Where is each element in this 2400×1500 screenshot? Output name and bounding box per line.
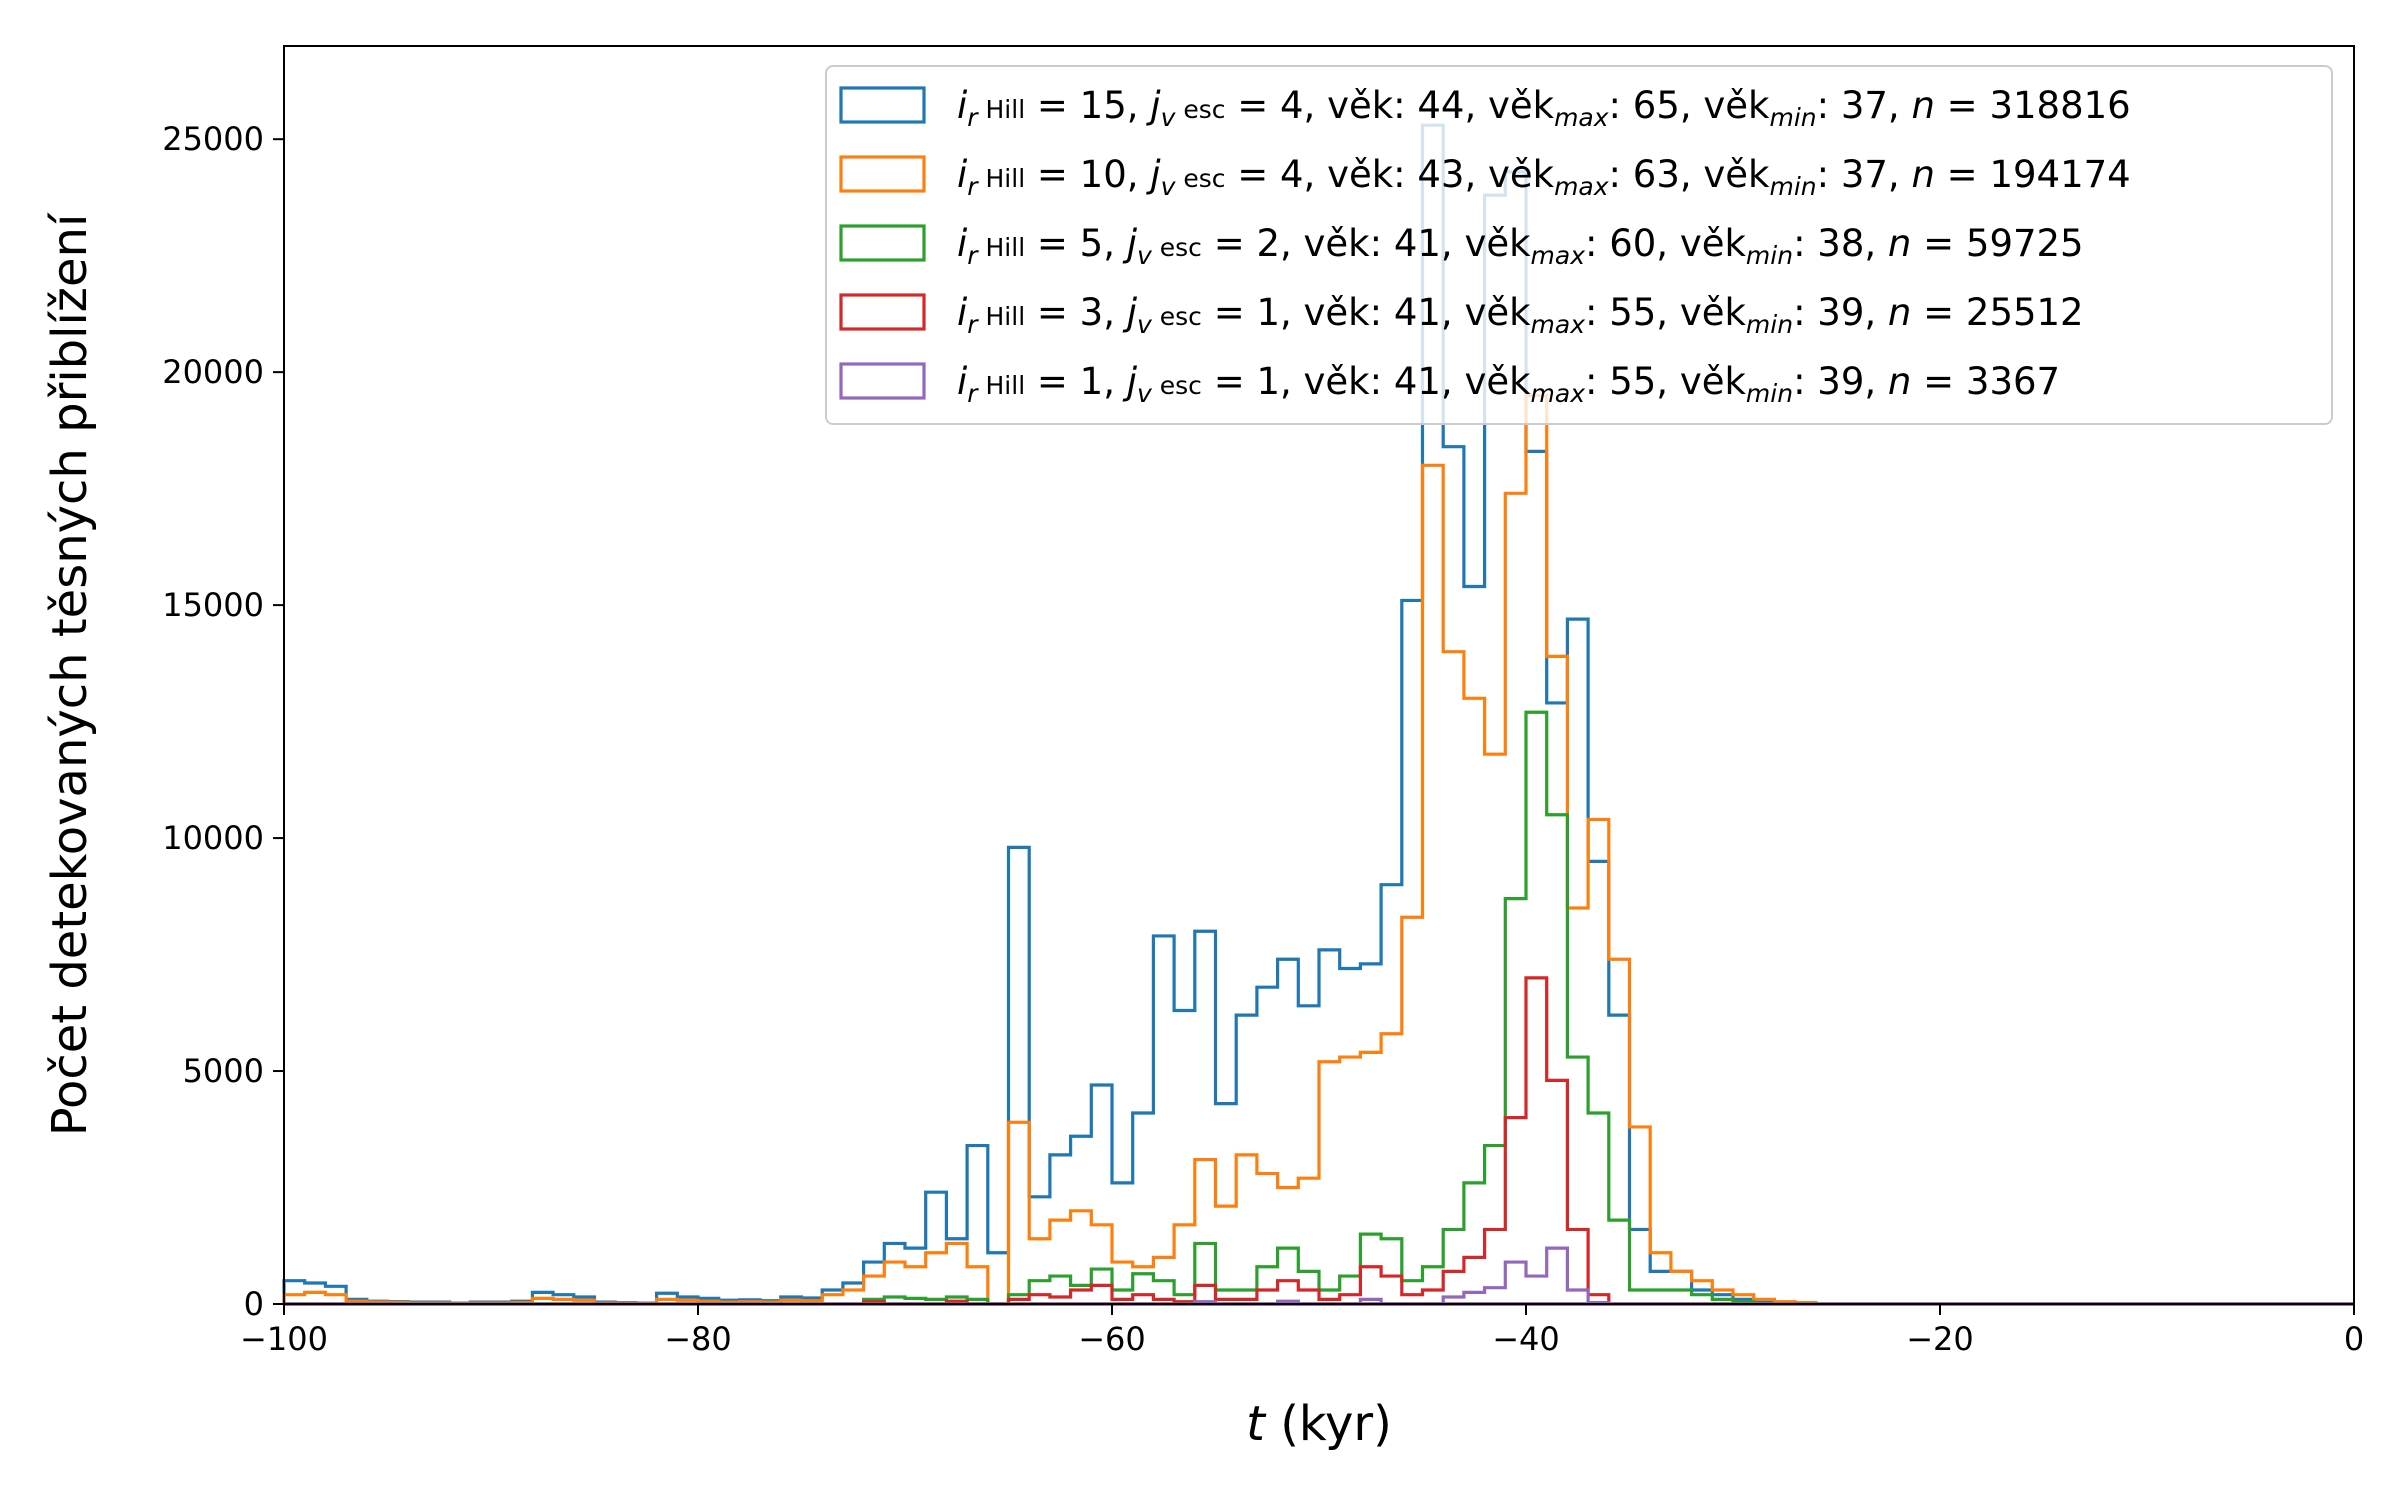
y-tick-label: 25000 [162, 120, 264, 158]
legend-box [825, 65, 2333, 425]
legend-label-3: ir Hill = 5, jv esc = 2, věk: 41, věkmax… [957, 222, 2084, 270]
x-axis-title: t (kyr) [1246, 1396, 1392, 1452]
y-axis-title: Počet detekovaných těsných přiblížení [42, 212, 98, 1136]
x-tick-label: −60 [1078, 1320, 1146, 1358]
y-tick-label: 0 [244, 1285, 264, 1323]
legend-swatch-1 [839, 86, 926, 124]
legend-swatch-5 [839, 362, 926, 400]
legend-label-1: ir Hill = 15, jv esc = 4, věk: 44, věkma… [957, 84, 2131, 132]
histogram-series-3 [862, 710, 1756, 1306]
legend: ir Hill = 15, jv esc = 4, věk: 44, věkma… [825, 65, 2333, 425]
legend-label-5: ir Hill = 1, jv esc = 1, věk: 41, věkmax… [957, 360, 2060, 408]
axes-frame [283, 45, 2355, 1305]
x-tick-label: −80 [664, 1320, 732, 1358]
histogram-series-4 [862, 976, 1611, 1306]
legend-swatch-4 [839, 293, 926, 331]
y-tick-label: 10000 [162, 819, 264, 857]
x-tick-label: 0 [2344, 1320, 2364, 1358]
y-tick-label: 5000 [183, 1052, 264, 1090]
legend-swatch-3 [839, 224, 926, 262]
x-tick-label: −100 [240, 1320, 328, 1358]
y-tick-label: 15000 [162, 586, 264, 624]
x-axis: −100 −80 −60 −40 −20 0 [240, 1304, 2364, 1358]
histogram-series-1 [282, 123, 1818, 1305]
legend-swatch-2 [839, 155, 926, 193]
y-axis: 0 5000 10000 15000 20000 25000 [162, 120, 284, 1323]
x-tick-label: −20 [1906, 1320, 1974, 1358]
x-tick-label: −40 [1492, 1320, 1560, 1358]
legend-label-4: ir Hill = 3, jv esc = 1, věk: 41, věkmax… [957, 291, 2084, 339]
legend-label-2: ir Hill = 10, jv esc = 4, věk: 43, věkma… [957, 153, 2131, 201]
y-tick-label: 20000 [162, 353, 264, 391]
